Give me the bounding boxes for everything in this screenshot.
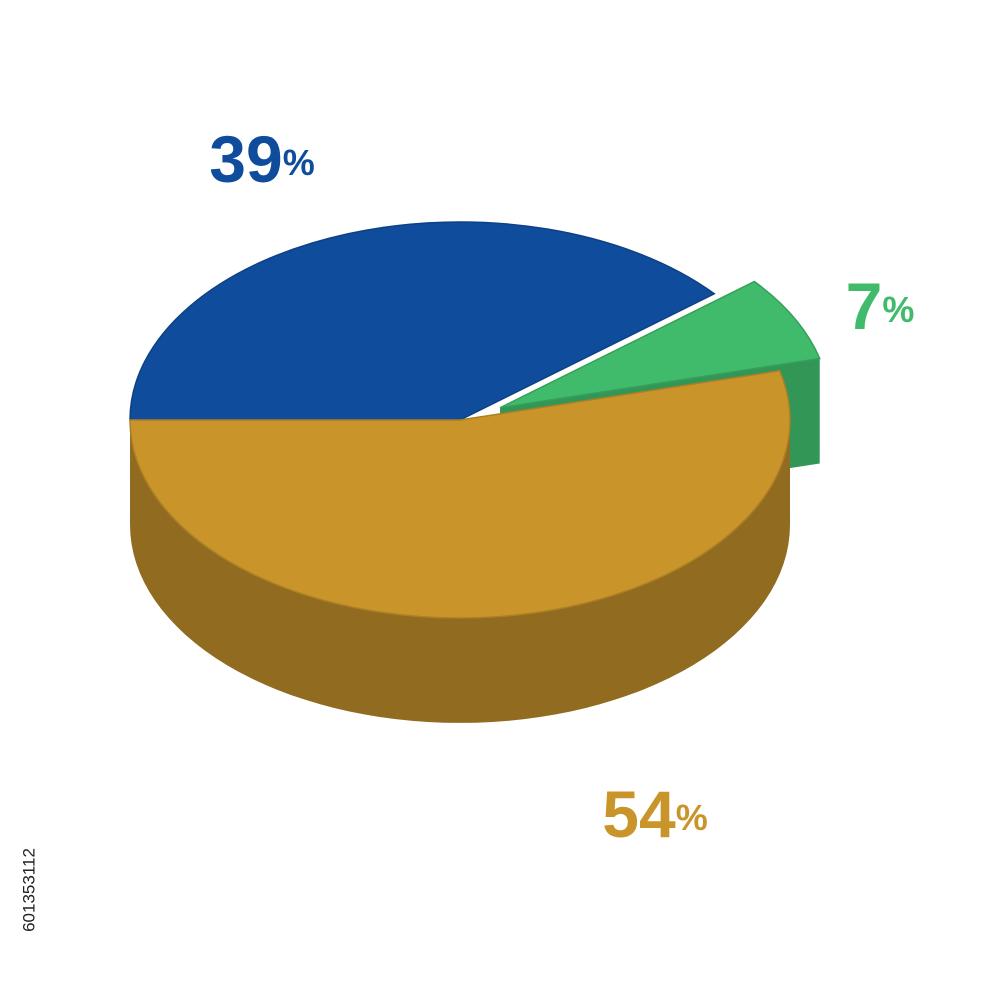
value-unit: % xyxy=(676,797,708,838)
value-number: 54 xyxy=(602,777,676,851)
value-label: 7% xyxy=(846,269,915,343)
value-unit: % xyxy=(882,289,914,330)
slice-top xyxy=(499,280,821,409)
slice-top xyxy=(129,221,716,421)
value-label: 54% xyxy=(602,777,707,851)
pie-slice xyxy=(129,369,791,723)
value-unit: % xyxy=(283,142,315,183)
slice-wall xyxy=(130,420,790,723)
value-number: 7 xyxy=(846,269,883,343)
pie-slice xyxy=(129,221,716,421)
value-number: 39 xyxy=(209,122,282,196)
slice-top xyxy=(129,369,791,619)
image-id: 601353112 xyxy=(19,848,38,932)
value-label: 39% xyxy=(209,122,314,196)
